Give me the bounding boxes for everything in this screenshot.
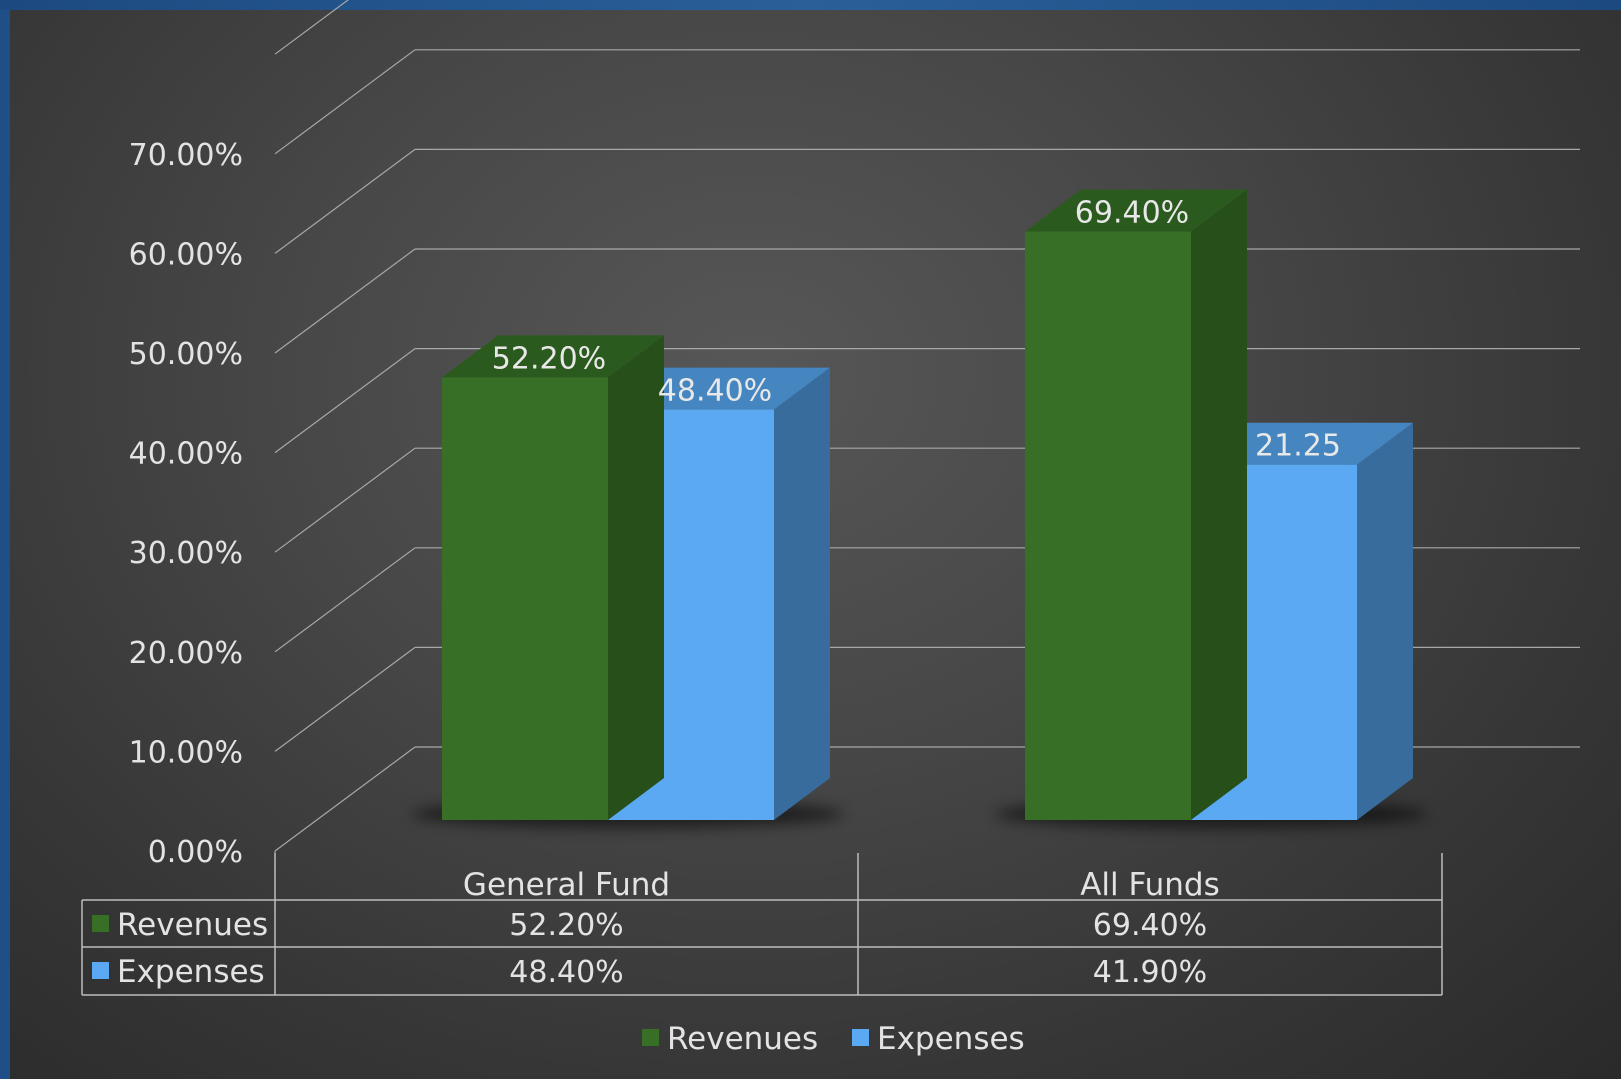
gridline-side [274,348,416,454]
gridline-side [274,248,416,354]
bar-side-face [774,367,830,820]
data-label: 69.40% [1075,195,1189,230]
bar-revenues [442,377,608,820]
data-labels: 52.20% 48.40% 69.40% 21.25 [492,195,1341,463]
y-tick-label: 70.00% [129,138,243,173]
data-label: 21.25 [1255,429,1341,464]
y-tick-label: 10.00% [129,735,243,770]
table-cell: 48.40% [509,955,623,990]
table-cell: 52.20% [509,908,623,943]
table-cell: 41.90% [1093,955,1207,990]
legend-key-expenses [92,962,109,979]
gridline-side [274,447,416,553]
legend-label: Revenues [667,1021,818,1057]
top-band [0,0,1621,10]
table-row-header: Expenses [117,954,265,990]
legend-swatch-revenues [642,1029,659,1046]
bar-top-face [442,335,664,378]
gridline-side [274,746,416,852]
table-cell: 69.40% [1093,908,1207,943]
y-tick-label: 30.00% [129,536,243,571]
gridline-side [274,646,416,752]
bar-side-face [608,335,664,820]
bar-side-face [1191,189,1247,820]
gridline-side [274,49,416,155]
legend-key-revenues [92,915,109,932]
y-axis-tick-labels: 0.00% 10.00% 20.00% 30.00% 40.00% 50.00% 60.00… [129,138,243,870]
x-category-label: General Fund [463,867,670,903]
gridline-side [274,547,416,653]
x-category-label: All Funds [1080,867,1220,903]
gridline-side [274,0,349,55]
y-tick-label: 60.00% [129,237,243,272]
bars [412,189,1427,828]
data-label: 48.40% [658,374,772,409]
legend: Revenues Expenses [642,1021,1025,1057]
data-label: 52.20% [492,341,606,376]
data-table: General Fund All Funds Revenues 52.20% 69.40… [81,853,1443,996]
legend-swatch-expenses [852,1029,869,1046]
y-tick-label: 0.00% [148,835,243,870]
y-tick-label: 20.00% [129,636,243,671]
bar-top-face [1025,189,1247,232]
y-tick-label: 50.00% [129,337,243,372]
table-row-header: Revenues [117,907,268,943]
legend-label: Expenses [877,1021,1025,1057]
y-tick-label: 40.00% [129,437,243,472]
gridline-side [274,148,416,254]
bar-revenues [1025,231,1191,820]
bar-side-face [1357,422,1413,820]
